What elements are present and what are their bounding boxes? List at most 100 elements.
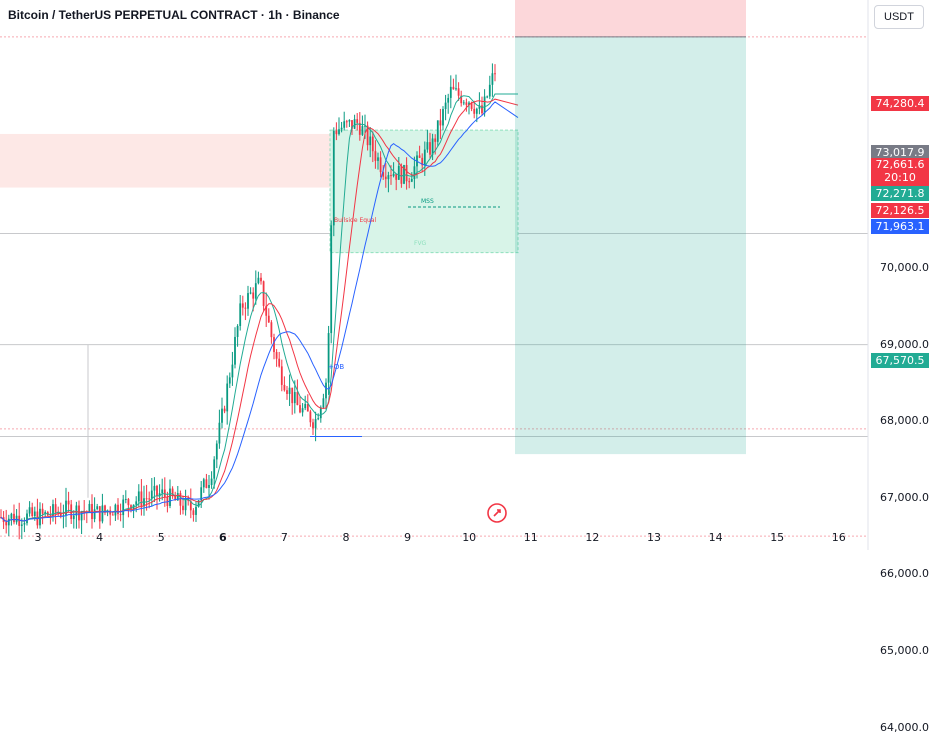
candle-body	[335, 130, 338, 135]
candle-body	[374, 151, 377, 161]
candle-body	[257, 277, 260, 284]
candle-body	[228, 377, 231, 384]
candle-body	[478, 105, 481, 109]
candle-body	[312, 422, 314, 429]
candle-body	[442, 109, 444, 126]
candle-body	[351, 120, 353, 129]
candle-body	[96, 506, 99, 510]
candle-body	[270, 322, 273, 338]
candle-body	[364, 125, 366, 127]
candle-body	[44, 512, 47, 514]
candle-body	[72, 515, 75, 520]
candle-body	[413, 166, 416, 179]
candle-body	[421, 157, 424, 166]
candle-body	[78, 505, 80, 521]
x-tick-label: 7	[280, 531, 288, 544]
candle-body	[169, 488, 171, 506]
candle-body	[247, 293, 249, 309]
candle-body	[348, 120, 351, 122]
candle-body	[252, 292, 255, 299]
candle-body	[148, 498, 151, 500]
candle-body	[330, 225, 333, 334]
candle-body	[390, 175, 392, 177]
candle-body	[189, 500, 192, 511]
candle-body	[202, 479, 205, 488]
candle-body	[267, 315, 270, 323]
candle-body	[10, 513, 13, 519]
candle-body	[434, 138, 437, 142]
candle-body	[403, 165, 405, 184]
candle-body	[137, 491, 140, 502]
candle-body	[488, 84, 491, 97]
candle-body	[361, 126, 364, 135]
candle-body	[195, 506, 197, 515]
candle-body	[26, 513, 28, 524]
candle-body	[213, 459, 216, 479]
y-tick-label: 69,000.0	[880, 337, 929, 351]
candle-body	[262, 281, 265, 306]
candle-body	[309, 411, 312, 423]
candle-body	[101, 505, 104, 522]
candle-body	[179, 493, 182, 506]
candle-body	[462, 102, 465, 104]
candle-body	[75, 505, 78, 516]
candle-body	[486, 96, 489, 98]
currency-button[interactable]: USDT	[874, 5, 924, 29]
annotations: +OB MSS FVG Bullside Equal	[310, 198, 500, 438]
candle-body	[244, 307, 247, 309]
moving-averages	[0, 93, 519, 523]
candle-body	[418, 155, 421, 158]
candle-body	[343, 121, 346, 128]
candle-body	[455, 88, 457, 90]
candle-body	[231, 364, 234, 378]
candle-body	[296, 392, 299, 406]
candle-body	[338, 129, 340, 135]
y-tick-label: 66,000.0	[880, 567, 929, 581]
candle-body	[460, 95, 463, 104]
x-tick-label: 6	[218, 531, 227, 544]
candle-body	[215, 443, 218, 460]
fvg-label: FVG	[414, 240, 427, 247]
candle-body	[340, 127, 343, 130]
candle-body	[301, 408, 304, 413]
y-tick-label: 70,000.0	[880, 261, 929, 274]
candle-body	[475, 108, 478, 114]
candle-body	[444, 102, 447, 110]
x-tick-label: 8	[342, 531, 350, 544]
candle-body	[54, 504, 57, 513]
candle-body	[208, 485, 210, 488]
last-price-tag: 72,661.6 20:10	[871, 158, 929, 186]
last-price-value: 72,661.6	[875, 158, 925, 171]
candle-body	[291, 387, 294, 404]
candle-body	[192, 510, 195, 515]
candle-body	[70, 504, 73, 520]
candle-body	[150, 490, 153, 499]
candle-body	[449, 86, 452, 98]
candle-body	[127, 499, 130, 506]
candle-body	[13, 513, 15, 523]
candle-body	[356, 119, 359, 123]
candle-body	[83, 512, 86, 514]
candle-body	[423, 149, 426, 166]
y-tick-label: 64,000.0	[880, 720, 929, 734]
symbol-title[interactable]: Bitcoin / TetherUS PERPETUAL CONTRACT · …	[8, 8, 340, 22]
candle-body	[117, 504, 119, 515]
candle-body	[93, 509, 96, 520]
candle-body	[88, 503, 91, 513]
x-tick-label: 13	[647, 531, 661, 544]
candle-body	[135, 501, 138, 505]
candle-body	[447, 97, 450, 103]
stop-price-tag: 74,280.4	[871, 96, 929, 111]
candle-body	[358, 122, 361, 135]
candle-body	[59, 512, 62, 517]
candle-body	[278, 358, 281, 367]
x-tick-label: 16	[831, 531, 846, 544]
candle-body	[7, 518, 10, 526]
price-chart[interactable]: +OB MSS FVG Bullside Equal	[0, 0, 932, 550]
x-tick-label: 3	[34, 531, 42, 544]
candle-body	[483, 96, 486, 114]
target-price-tag: 67,570.5	[871, 353, 929, 368]
x-tick-label: 12	[585, 531, 600, 544]
candle-body	[325, 382, 327, 399]
candle-body	[241, 303, 244, 308]
